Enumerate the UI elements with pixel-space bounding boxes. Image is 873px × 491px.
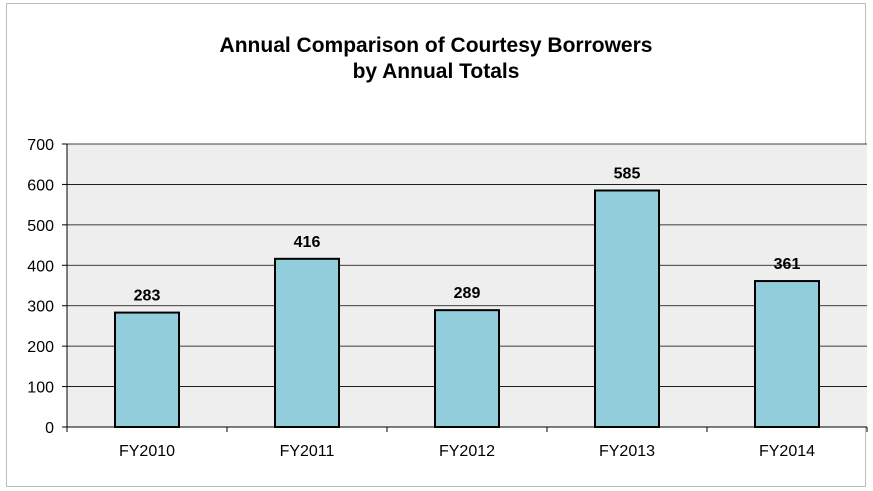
labels: 0 100 200 300 400 500 600 700 283 FY2010 416 FY2011… <box>27 137 815 460</box>
chart-title-line-2: by Annual Totals <box>352 60 520 83</box>
data-label: 283 <box>134 288 161 305</box>
y-tick-label: 100 <box>27 380 54 397</box>
bar-fy2011 <box>274 257 340 428</box>
bar-fy2014 <box>754 280 820 428</box>
data-label: 416 <box>294 234 321 251</box>
chart-title-line-1: Annual Comparison of Courtesy Borrowers <box>219 34 653 57</box>
y-tick-label: 600 <box>27 177 54 194</box>
y-tick-label: 700 <box>27 137 54 154</box>
x-tick-label: FY2011 <box>280 443 335 460</box>
y-tick-label: 300 <box>27 299 54 316</box>
data-label: 289 <box>454 285 481 302</box>
y-tick-label: 400 <box>27 258 54 275</box>
bars <box>114 189 820 429</box>
bar-fy2013 <box>594 189 660 428</box>
axes <box>62 143 868 432</box>
y-tick-label: 0 <box>45 420 54 437</box>
chart-title: Annual Comparison of Courtesy Borrowers … <box>6 33 866 85</box>
bar-fy2012 <box>434 309 500 429</box>
data-label: 585 <box>614 165 641 182</box>
y-tick-label: 200 <box>27 339 54 356</box>
y-tick-label: 500 <box>27 218 54 235</box>
x-tick-label: FY2012 <box>439 443 495 460</box>
x-tick-label: FY2013 <box>599 443 655 460</box>
x-tick-label: FY2014 <box>759 443 815 460</box>
data-label: 361 <box>774 256 801 273</box>
x-tick-label: FY2010 <box>119 443 175 460</box>
bar-fy2010 <box>114 311 180 428</box>
